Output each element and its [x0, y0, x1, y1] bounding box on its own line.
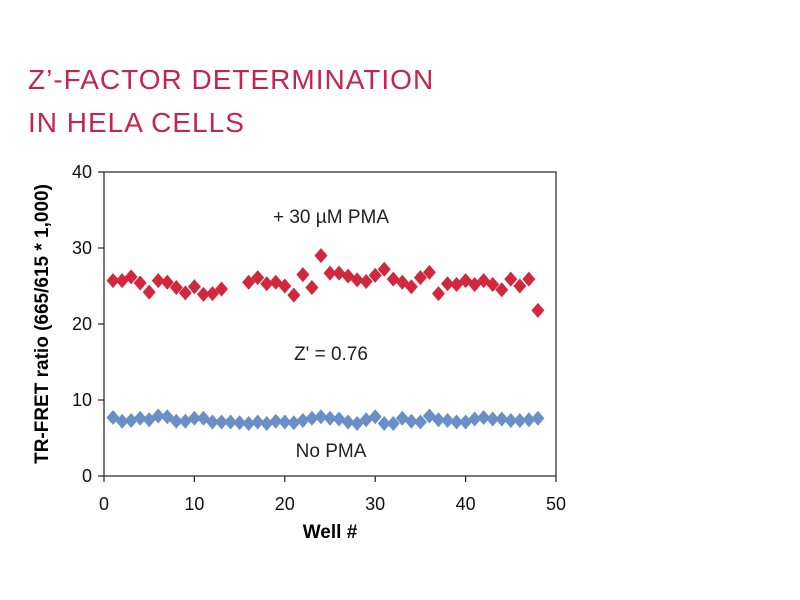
chart-title-line-1: Z’-FACTOR DETERMINATION	[28, 64, 435, 95]
pma-data-point	[323, 265, 337, 281]
no-pma-data-point	[169, 413, 183, 429]
no-pma-data-point	[287, 415, 301, 431]
pma-data-point	[160, 274, 174, 290]
pma-data-point	[251, 270, 265, 286]
annotation-no-pma: No PMA	[296, 441, 367, 462]
no-pma-data-point	[133, 410, 147, 426]
no-pma-data-point	[269, 413, 283, 429]
no-pma-data-point	[251, 414, 265, 430]
y-tick-label: 20	[72, 314, 92, 334]
no-pma-data-point	[404, 413, 418, 429]
pma-data-point	[504, 271, 518, 287]
no-pma-data-point	[377, 416, 391, 432]
pma-data-point	[260, 276, 274, 292]
y-tick-label: 40	[72, 162, 92, 182]
no-pma-data-point	[468, 411, 482, 427]
pma-data-point	[151, 273, 165, 289]
no-pma-data-point	[531, 410, 545, 426]
no-pma-data-point	[441, 413, 455, 429]
x-tick-label: 10	[184, 494, 204, 514]
pma-data-point	[422, 264, 436, 280]
x-tick-label: 0	[99, 494, 109, 514]
x-tick-label: 50	[546, 494, 566, 514]
pma-data-point	[513, 278, 527, 294]
x-axis-title: Well #	[303, 522, 358, 543]
pma-data-point	[431, 286, 445, 302]
no-pma-data-point	[260, 416, 274, 432]
no-pma-data-point	[431, 412, 445, 428]
y-tick-label: 10	[72, 390, 92, 410]
no-pma-data-point	[341, 414, 355, 430]
no-pma-data-point	[513, 413, 527, 429]
chart-title-line-2: IN HELA CELLS	[28, 107, 245, 138]
pma-data-point	[413, 270, 427, 286]
pma-data-point	[278, 278, 292, 294]
pma-data-point	[377, 261, 391, 277]
x-tick-label: 40	[456, 494, 476, 514]
no-pma-data-point	[504, 413, 518, 429]
series-pma	[106, 248, 545, 318]
pma-data-point	[368, 267, 382, 283]
no-pma-data-point	[386, 416, 400, 432]
no-pma-data-point	[187, 410, 201, 426]
pma-data-point	[178, 285, 192, 301]
no-pma-data-point	[486, 411, 500, 427]
pma-data-point	[142, 284, 156, 300]
no-pma-data-point	[413, 414, 427, 430]
pma-data-point	[106, 273, 120, 289]
no-pma-data-point	[242, 416, 256, 432]
pma-data-point	[124, 269, 138, 285]
no-pma-data-point	[323, 410, 337, 426]
pma-data-point	[314, 248, 328, 264]
no-pma-data-point	[495, 411, 509, 427]
no-pma-data-point	[215, 414, 229, 430]
no-pma-data-point	[278, 414, 292, 430]
pma-data-point	[531, 302, 545, 318]
no-pma-data-point	[151, 408, 165, 424]
no-pma-data-point	[305, 410, 319, 426]
pma-data-point	[522, 271, 536, 287]
pma-data-point	[133, 275, 147, 291]
pma-data-point	[187, 279, 201, 295]
pma-data-point	[441, 276, 455, 292]
pma-data-point	[305, 280, 319, 296]
pma-data-point	[359, 273, 373, 289]
annotation-pma: + 30 µM PMA	[273, 207, 389, 228]
pma-data-point	[215, 281, 229, 297]
y-tick-label: 0	[82, 466, 92, 486]
no-pma-data-point	[314, 409, 328, 425]
pma-data-point	[404, 279, 418, 295]
no-pma-data-point	[522, 412, 536, 428]
no-pma-data-point	[233, 415, 247, 431]
no-pma-data-point	[296, 413, 310, 429]
pma-data-point	[196, 286, 210, 302]
no-pma-data-point	[450, 414, 464, 430]
axis-ticks: 0 10 20 30 40 50 0 10 20 30 40	[72, 162, 566, 514]
y-tick-label: 30	[72, 238, 92, 258]
pma-data-point	[287, 287, 301, 303]
pma-data-point	[495, 282, 509, 298]
x-tick-label: 20	[275, 494, 295, 514]
no-pma-data-point	[477, 409, 491, 425]
y-axis-title: TR-FRET ratio (665/615 * 1,000)	[32, 184, 53, 464]
no-pma-data-point	[368, 409, 382, 425]
pma-data-point	[486, 276, 500, 292]
no-pma-data-point	[124, 413, 138, 429]
series-no-pma	[106, 408, 545, 432]
pma-data-point	[296, 267, 310, 283]
no-pma-data-point	[115, 413, 129, 429]
x-tick-label: 30	[365, 494, 385, 514]
pma-data-point	[169, 280, 183, 296]
annotation-zprime: Z' = 0.76	[294, 344, 368, 365]
data-points	[106, 248, 545, 432]
no-pma-data-point	[224, 414, 238, 430]
no-pma-data-point	[205, 414, 219, 430]
pma-data-point	[350, 272, 364, 288]
